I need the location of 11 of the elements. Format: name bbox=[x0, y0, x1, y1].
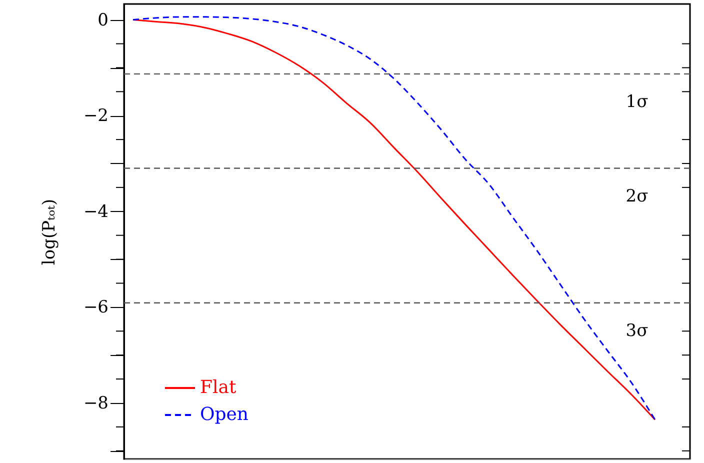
y-tick-label: −8 bbox=[83, 393, 108, 414]
ref-line-label: 2σ bbox=[626, 186, 649, 206]
ref-line-label: 3σ bbox=[626, 320, 649, 341]
text: Open bbox=[200, 404, 249, 425]
y-axis-title: log(Pₜₒₜ) bbox=[39, 198, 60, 266]
y-tick-label: −6 bbox=[83, 298, 108, 318]
text: Flat bbox=[200, 377, 237, 398]
ref-line-label: 1σ bbox=[626, 92, 649, 112]
y-tick-label: 0 bbox=[98, 10, 108, 30]
y-tick-label: −4 bbox=[83, 202, 108, 222]
y-tick-label: −2 bbox=[83, 106, 108, 126]
